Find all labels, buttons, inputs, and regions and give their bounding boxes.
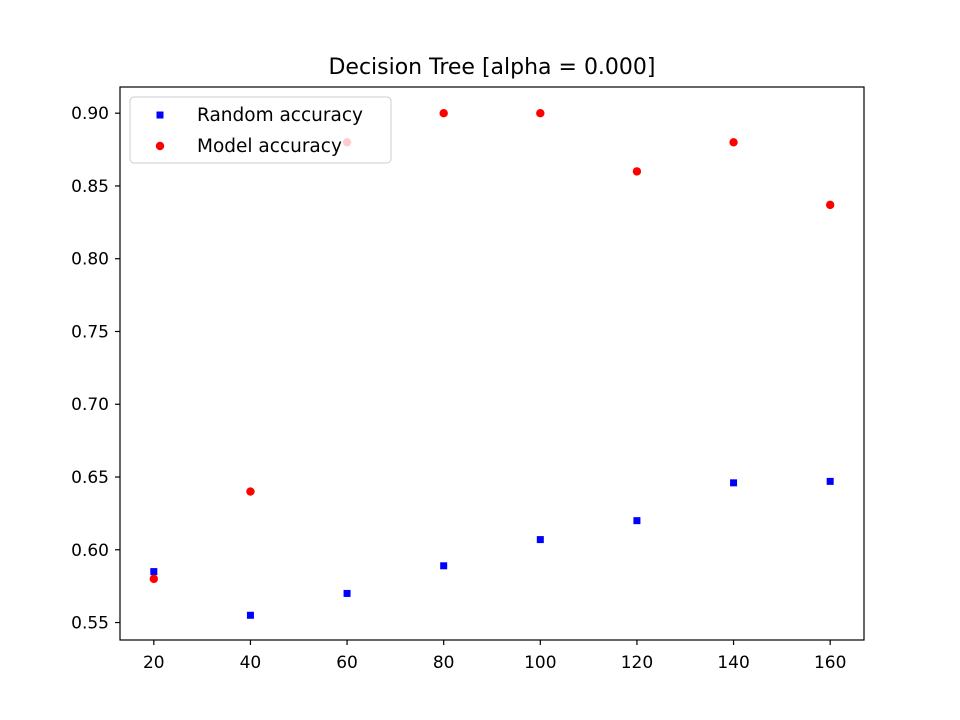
axes: 20 40 60 80 100 120 140 160 0.55 0.60 0.65 0.70 0.75… — [71, 104, 846, 673]
y-tick-label: 0.85 — [71, 177, 109, 197]
x-tick-label: 80 — [433, 653, 455, 673]
y-tick-label: 0.70 — [71, 395, 109, 415]
model-accuracy-point — [536, 108, 545, 118]
y-tick-label: 0.80 — [71, 250, 109, 270]
chart-title: Decision Tree [alpha = 0.000] — [328, 55, 655, 80]
model-accuracy-point — [632, 167, 642, 176]
model-accuracy-point — [246, 487, 255, 496]
random-accuracy-point — [730, 479, 738, 487]
legend-label: Random accuracy — [197, 105, 363, 126]
random-accuracy-point — [150, 568, 158, 576]
random-accuracy-point — [440, 562, 448, 570]
random-accuracy-point — [246, 611, 254, 619]
y-tick-label: 0.75 — [71, 322, 109, 342]
plot-frame — [119, 86, 865, 641]
random-accuracy-point — [633, 517, 641, 525]
y-tick-label: 0.90 — [71, 104, 109, 124]
legend-marker — [155, 141, 165, 151]
model-accuracy-point — [149, 574, 159, 584]
y-tick-label: 0.55 — [71, 614, 109, 634]
legend-label: Model accuracy — [197, 136, 342, 157]
model-accuracy-point — [729, 138, 738, 147]
legend: Random accuracy Model accuracy — [129, 96, 392, 164]
x-tick-label: 20 — [143, 653, 165, 673]
random-accuracy-point — [536, 536, 544, 544]
random-accuracy-point — [826, 477, 834, 485]
model-accuracy-point — [439, 108, 448, 118]
legend-box — [129, 96, 392, 164]
random-accuracy-point — [343, 589, 351, 597]
legend-marker — [156, 111, 164, 119]
x-tick-label: 160 — [814, 653, 846, 673]
x-tick-label: 100 — [524, 653, 556, 673]
series-random-accuracy — [150, 477, 834, 619]
model-accuracy-point — [825, 200, 835, 210]
y-tick-label: 0.60 — [71, 541, 109, 561]
x-tick-label: 60 — [336, 653, 358, 673]
x-tick-label: 120 — [621, 653, 653, 673]
x-tick-label: 40 — [240, 653, 262, 673]
y-tick-label: 0.65 — [71, 468, 109, 488]
x-tick-label: 140 — [717, 653, 749, 673]
